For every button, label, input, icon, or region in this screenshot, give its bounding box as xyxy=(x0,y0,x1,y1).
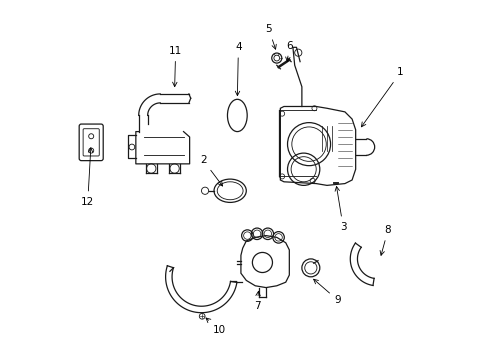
Text: 6: 6 xyxy=(285,41,292,62)
Text: 10: 10 xyxy=(205,318,225,335)
Text: 8: 8 xyxy=(379,225,390,255)
Text: 4: 4 xyxy=(235,42,241,96)
Text: 3: 3 xyxy=(334,186,346,231)
Text: 12: 12 xyxy=(81,148,94,207)
Text: 9: 9 xyxy=(313,279,340,305)
Text: 5: 5 xyxy=(265,24,276,49)
Text: 7: 7 xyxy=(253,291,260,311)
Text: 1: 1 xyxy=(361,67,403,127)
Text: 2: 2 xyxy=(200,155,222,186)
Text: 11: 11 xyxy=(169,46,182,87)
